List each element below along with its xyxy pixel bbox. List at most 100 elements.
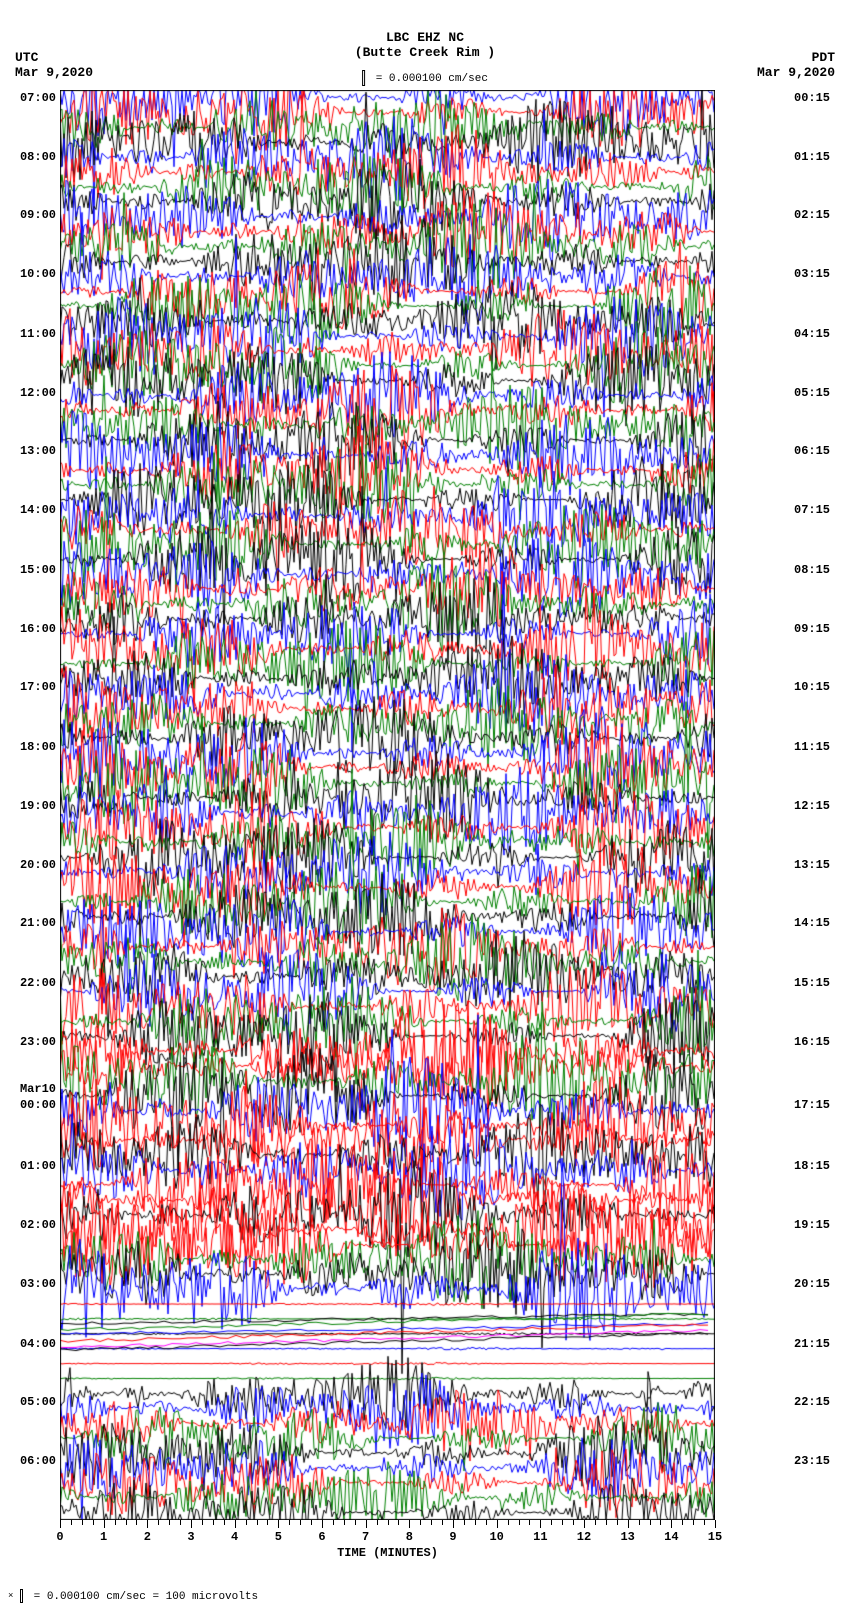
scale-indicator: = 0.000100 cm/sec (362, 70, 488, 86)
right-time-label: 21:15 (794, 1337, 830, 1351)
x-minor-tick (551, 1520, 552, 1525)
left-time-label: 22:00 (20, 976, 56, 990)
right-time-label: 12:15 (794, 799, 830, 813)
x-tick-label: 1 (100, 1530, 107, 1544)
x-minor-tick (595, 1520, 596, 1525)
x-minor-tick (486, 1520, 487, 1525)
x-minor-tick (562, 1520, 563, 1525)
x-tick-label: 5 (275, 1530, 282, 1544)
right-time-label: 06:15 (794, 444, 830, 458)
x-minor-tick (180, 1520, 181, 1525)
right-time-label: 10:15 (794, 680, 830, 694)
x-minor-tick (355, 1520, 356, 1525)
x-tick-label: 0 (56, 1530, 63, 1544)
right-time-label: 14:15 (794, 916, 830, 930)
x-minor-tick (464, 1520, 465, 1525)
left-time-label: 15:00 (20, 563, 56, 577)
left-time-label: 08:00 (20, 150, 56, 164)
x-minor-tick (289, 1520, 290, 1525)
x-minor-tick (224, 1520, 225, 1525)
left-time-label: 01:00 (20, 1159, 56, 1173)
x-minor-tick (344, 1520, 345, 1525)
footer-prefix: × (8, 1591, 13, 1601)
right-time-label: 05:15 (794, 386, 830, 400)
right-time-label: 20:15 (794, 1277, 830, 1291)
right-time-label: 00:15 (794, 91, 830, 105)
left-time-label: 11:00 (20, 327, 56, 341)
x-minor-tick (519, 1520, 520, 1525)
tz-right-date: Mar 9,2020 (757, 65, 835, 80)
x-tick (715, 1520, 716, 1528)
x-minor-tick (508, 1520, 509, 1525)
station-code: LBC EHZ NC (0, 30, 850, 45)
left-time-label: 00:00 (20, 1098, 56, 1112)
right-time-label: 01:15 (794, 150, 830, 164)
x-tick-label: 9 (449, 1530, 456, 1544)
x-minor-tick (650, 1520, 651, 1525)
right-time-label: 04:15 (794, 327, 830, 341)
chart-header: LBC EHZ NC (Butte Creek Rim ) (0, 30, 850, 60)
right-time-label: 11:15 (794, 740, 830, 754)
x-tick (60, 1520, 61, 1528)
x-minor-tick (660, 1520, 661, 1525)
x-tick-label: 6 (318, 1530, 325, 1544)
x-minor-tick (573, 1520, 574, 1525)
left-time-label: 19:00 (20, 799, 56, 813)
right-time-axis: 00:1501:1502:1503:1504:1505:1506:1507:15… (792, 90, 840, 1520)
x-minor-tick (693, 1520, 694, 1525)
x-tick (409, 1520, 410, 1528)
x-minor-tick (333, 1520, 334, 1525)
right-time-label: 13:15 (794, 858, 830, 872)
right-time-label: 18:15 (794, 1159, 830, 1173)
left-time-label: 20:00 (20, 858, 56, 872)
x-minor-tick (126, 1520, 127, 1525)
x-minor-tick (442, 1520, 443, 1525)
x-tick-label: 14 (664, 1530, 678, 1544)
tz-right-code: PDT (757, 50, 835, 65)
left-time-label: 07:00 (20, 91, 56, 105)
x-minor-tick (398, 1520, 399, 1525)
right-time-label: 09:15 (794, 622, 830, 636)
seismogram-canvas (60, 90, 715, 1520)
x-minor-tick (300, 1520, 301, 1525)
right-time-label: 16:15 (794, 1035, 830, 1049)
x-minor-tick (377, 1520, 378, 1525)
x-tick-label: 11 (533, 1530, 547, 1544)
left-time-label: 14:00 (20, 503, 56, 517)
x-minor-tick (639, 1520, 640, 1525)
x-tick-label: 13 (620, 1530, 634, 1544)
x-tick-label: 3 (187, 1530, 194, 1544)
left-time-label: 18:00 (20, 740, 56, 754)
left-time-axis: 07:0008:0009:0010:0011:0012:0013:0014:00… (10, 90, 58, 1520)
x-tick-label: 12 (577, 1530, 591, 1544)
x-minor-tick (431, 1520, 432, 1525)
x-tick-label: 15 (708, 1530, 722, 1544)
right-time-label: 19:15 (794, 1218, 830, 1232)
x-tick (278, 1520, 279, 1528)
x-minor-tick (136, 1520, 137, 1525)
footer-scale: × = 0.000100 cm/sec = 100 microvolts (8, 1589, 258, 1603)
x-minor-tick (202, 1520, 203, 1525)
tz-left-code: UTC (15, 50, 93, 65)
x-tick (322, 1520, 323, 1528)
x-minor-tick (704, 1520, 705, 1525)
right-time-label: 22:15 (794, 1395, 830, 1409)
left-time-label: Mar10 (20, 1082, 56, 1096)
x-minor-tick (311, 1520, 312, 1525)
left-time-label: 12:00 (20, 386, 56, 400)
x-minor-tick (158, 1520, 159, 1525)
right-time-label: 23:15 (794, 1454, 830, 1468)
footer-scale-label: = 0.000100 cm/sec = 100 microvolts (34, 1591, 258, 1603)
scale-bar-icon (362, 70, 365, 86)
x-minor-tick (246, 1520, 247, 1525)
left-time-label: 23:00 (20, 1035, 56, 1049)
x-tick (453, 1520, 454, 1528)
left-time-label: 17:00 (20, 680, 56, 694)
x-axis: TIME (MINUTES) 0123456789101112131415 (60, 1520, 715, 1560)
x-minor-tick (475, 1520, 476, 1525)
x-tick (147, 1520, 148, 1528)
x-minor-tick (169, 1520, 170, 1525)
scale-label: = 0.000100 cm/sec (376, 73, 488, 85)
x-minor-tick (682, 1520, 683, 1525)
x-tick (584, 1520, 585, 1528)
